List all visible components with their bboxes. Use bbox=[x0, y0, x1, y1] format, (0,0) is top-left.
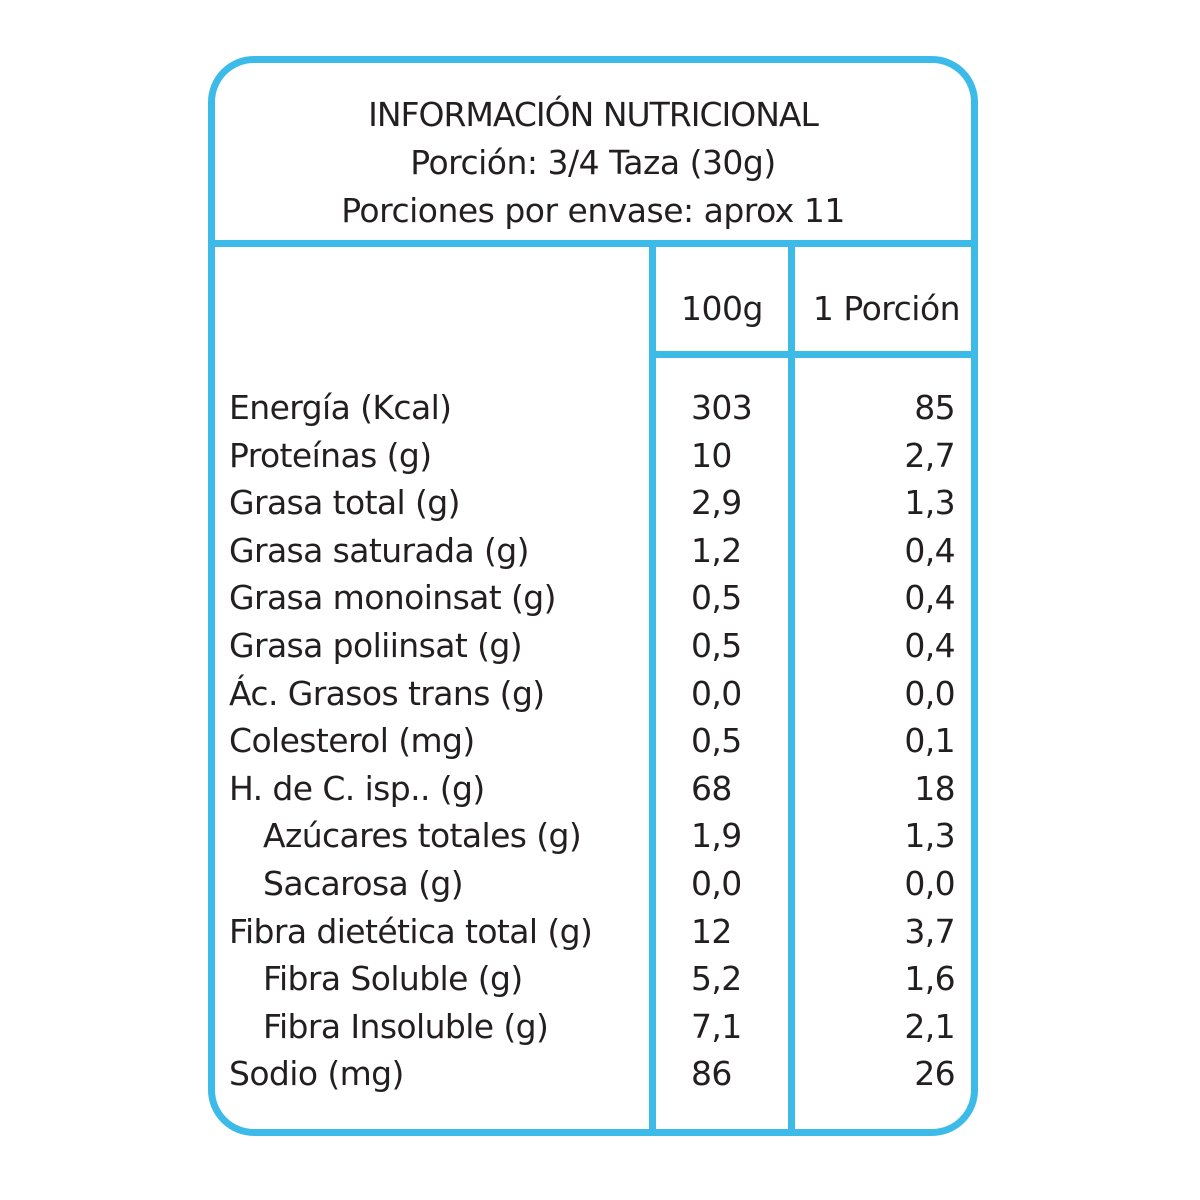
table-row: Fibra Insoluble (g) 7,1 2,1 bbox=[215, 1004, 971, 1052]
value-per-100g: 7,1 bbox=[691, 1006, 742, 1046]
table-row: Azúcares totales (g) 1,9 1,3 bbox=[215, 813, 971, 861]
value-per-100g: 1,9 bbox=[691, 816, 742, 856]
value-per-portion: 0,4 bbox=[904, 625, 955, 665]
value-per-portion: 1,3 bbox=[904, 483, 955, 523]
table-row: Grasa monoinsat (g) 0,5 0,4 bbox=[215, 575, 971, 623]
column-header-100g: 100g bbox=[681, 289, 763, 328]
column-divider-right bbox=[788, 247, 795, 1129]
value-per-portion: 0,4 bbox=[904, 578, 955, 618]
table-row: Grasa saturada (g) 1,2 0,4 bbox=[215, 528, 971, 576]
value-per-100g: 5,2 bbox=[691, 959, 742, 999]
table-row: Grasa total (g) 2,9 1,3 bbox=[215, 480, 971, 528]
nutrient-name: Proteínas (g) bbox=[229, 435, 432, 475]
value-per-100g: 10 bbox=[691, 435, 732, 475]
nutrient-name: Grasa saturada (g) bbox=[229, 530, 529, 570]
nutrient-name: Grasa monoinsat (g) bbox=[229, 578, 557, 618]
serving-size: Porción: 3/4 Taza (30g) bbox=[410, 143, 776, 182]
column-header-portion: 1 Porción bbox=[812, 289, 961, 328]
nutrition-title: INFORMACIÓN NUTRICIONAL bbox=[368, 95, 819, 134]
table-row: Fibra dietética total (g) 12 3,7 bbox=[215, 909, 971, 957]
column-header-divider bbox=[649, 351, 971, 358]
value-per-portion: 26 bbox=[914, 1054, 955, 1094]
servings-per-container: Porciones por envase: aprox 11 bbox=[341, 191, 845, 230]
table-row: Sacarosa (g) 0,0 0,0 bbox=[215, 861, 971, 909]
value-per-portion: 85 bbox=[914, 388, 955, 427]
nutrient-name: Ác. Grasos trans (g) bbox=[229, 673, 545, 713]
value-per-100g: 0,5 bbox=[691, 625, 742, 665]
nutrient-name: Sacarosa (g) bbox=[263, 863, 464, 903]
nutrient-name: Colesterol (mg) bbox=[229, 721, 475, 761]
nutrient-name: H. de C. isp.. (g) bbox=[229, 768, 485, 808]
value-per-portion: 18 bbox=[914, 768, 955, 808]
nutrient-name: Azúcares totales (g) bbox=[263, 816, 582, 856]
value-per-100g: 12 bbox=[691, 911, 732, 951]
column-divider-left bbox=[649, 247, 656, 1129]
value-per-100g: 0,5 bbox=[691, 721, 742, 761]
table-row: Proteínas (g) 10 2,7 bbox=[215, 433, 971, 481]
value-per-100g: 68 bbox=[691, 768, 732, 808]
value-per-portion: 1,6 bbox=[904, 959, 955, 999]
value-per-portion: 2,1 bbox=[904, 1006, 955, 1046]
nutrient-rows: Energía (Kcal) 303 85 Proteínas (g) 10 2,7 Gra… bbox=[215, 385, 971, 1099]
value-per-portion: 0,0 bbox=[904, 863, 955, 903]
nutrient-name: Fibra Soluble (g) bbox=[263, 959, 523, 999]
value-per-portion: 1,3 bbox=[904, 816, 955, 856]
value-per-100g: 303 bbox=[691, 388, 753, 427]
table-row: Ác. Grasos trans (g) 0,0 0,0 bbox=[215, 671, 971, 719]
table-row: Fibra Soluble (g) 5,2 1,6 bbox=[215, 956, 971, 1004]
nutrition-facts-panel: INFORMACIÓN NUTRICIONAL Porción: 3/4 Taz… bbox=[208, 56, 978, 1136]
value-per-portion: 0,0 bbox=[904, 673, 955, 713]
nutrient-name: Fibra Insoluble (g) bbox=[263, 1006, 549, 1046]
nutrient-name: Sodio (mg) bbox=[229, 1054, 404, 1094]
nutrient-name: Grasa poliinsat (g) bbox=[229, 625, 523, 665]
nutrient-name: Grasa total (g) bbox=[229, 483, 461, 523]
value-per-100g: 0,0 bbox=[691, 863, 742, 903]
table-row: Energía (Kcal) 303 85 bbox=[215, 385, 971, 433]
value-per-100g: 86 bbox=[691, 1054, 732, 1094]
value-per-portion: 0,1 bbox=[904, 721, 955, 761]
table-row: Sodio (mg) 86 26 bbox=[215, 1051, 971, 1099]
table-row: Grasa poliinsat (g) 0,5 0,4 bbox=[215, 623, 971, 671]
value-per-100g: 1,2 bbox=[691, 530, 742, 570]
nutrition-header: INFORMACIÓN NUTRICIONAL Porción: 3/4 Taz… bbox=[215, 63, 971, 247]
nutrient-name: Fibra dietética total (g) bbox=[229, 911, 593, 951]
value-per-portion: 0,4 bbox=[904, 530, 955, 570]
value-per-100g: 2,9 bbox=[691, 483, 742, 523]
value-per-portion: 3,7 bbox=[904, 911, 955, 951]
value-per-100g: 0,0 bbox=[691, 673, 742, 713]
nutrient-name: Energía (Kcal) bbox=[229, 388, 452, 427]
table-row: Colesterol (mg) 0,5 0,1 bbox=[215, 718, 971, 766]
value-per-portion: 2,7 bbox=[904, 435, 955, 475]
value-per-100g: 0,5 bbox=[691, 578, 742, 618]
table-row: H. de C. isp.. (g) 68 18 bbox=[215, 766, 971, 814]
